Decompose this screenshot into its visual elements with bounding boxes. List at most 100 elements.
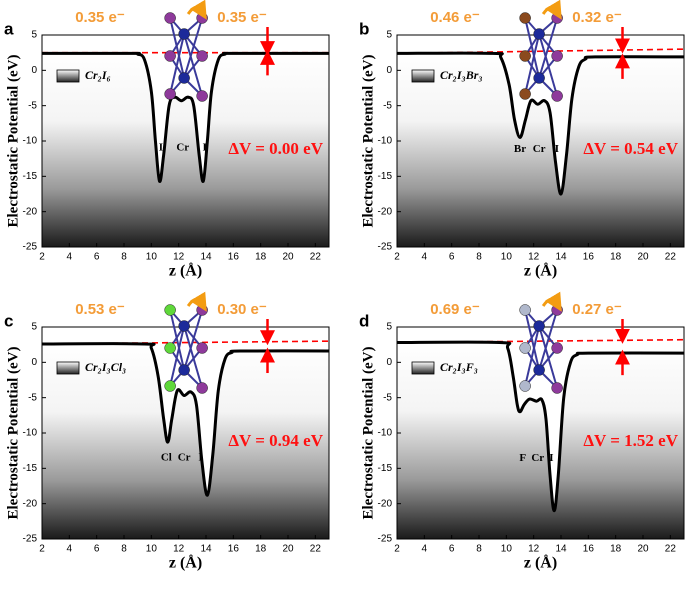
y-axis-label: Electrostatic Potential (eV) <box>360 347 376 520</box>
potential-fill <box>397 53 684 247</box>
charge-transfer-arrow <box>186 0 207 20</box>
delta-v-label: ΔV = 0.00 eV <box>228 139 323 158</box>
bond <box>524 309 541 371</box>
x-tick-label: 8 <box>476 252 482 263</box>
delta-v-label: ΔV = 0.94 eV <box>228 431 323 450</box>
x-tick-label: 4 <box>422 252 428 263</box>
atom-label: I <box>198 451 202 463</box>
atom-label: Cl <box>161 451 172 463</box>
y-axis-label: Electrostatic Potential (eV) <box>5 347 21 520</box>
y-tick-label: -15 <box>23 171 38 182</box>
y-tick-label: -10 <box>378 428 393 439</box>
x-tick-label: 4 <box>422 544 428 555</box>
atom <box>551 50 563 62</box>
potential-line <box>41 51 330 183</box>
x-tick-label: 6 <box>94 252 100 263</box>
x-tick-label: 16 <box>583 544 595 555</box>
vacuum-reference-line <box>396 48 685 55</box>
x-axis-label: z (Å) <box>169 262 202 280</box>
bond <box>183 33 204 97</box>
atom <box>196 382 208 394</box>
y-tick-label: -25 <box>23 534 38 545</box>
atom <box>178 364 190 376</box>
y-tick-label: 0 <box>386 65 392 76</box>
atom-label: I <box>555 143 559 155</box>
y-tick-label: 5 <box>31 30 37 41</box>
atom <box>196 90 208 102</box>
y-tick-label: -25 <box>378 534 393 545</box>
x-tick-label: 14 <box>200 544 212 555</box>
atom <box>551 304 563 316</box>
bond <box>169 33 186 95</box>
x-tick-label: 6 <box>449 252 455 263</box>
y-tick-label: -5 <box>383 392 392 403</box>
x-tick-label: 12 <box>173 252 185 263</box>
charge-label: 0.32 e⁻ <box>572 9 622 26</box>
bond <box>169 17 186 79</box>
x-tick-label: 4 <box>67 252 73 263</box>
atom <box>551 90 563 102</box>
x-axis-label: z (Å) <box>169 554 202 572</box>
potential-fill <box>42 343 329 539</box>
x-tick-label: 6 <box>449 544 455 555</box>
x-tick-label: 14 <box>555 252 567 263</box>
atom <box>164 342 176 354</box>
delta-v-label: ΔV = 1.52 eV <box>583 431 678 450</box>
x-axis-label: z (Å) <box>524 554 557 572</box>
y-tick-label: -10 <box>23 428 38 439</box>
legend-swatch <box>411 361 435 375</box>
y-axis-label: Electrostatic Potential (eV) <box>360 55 376 228</box>
panel: -25 -20 -15 -10 -5 0 5 2 4 6 8 10 12 14 16 18 20 22 z (Å) E… <box>359 0 685 280</box>
x-tick-label: 20 <box>637 544 649 555</box>
atom <box>533 364 545 376</box>
atom <box>196 12 208 24</box>
x-tick-label: 20 <box>282 544 294 555</box>
atom-label: Cr <box>531 452 544 464</box>
atom <box>551 382 563 394</box>
atom-label: F <box>519 452 526 464</box>
y-tick-label: -20 <box>23 498 38 509</box>
x-tick-label: 14 <box>200 252 212 263</box>
bond <box>169 325 186 387</box>
atom <box>196 304 208 316</box>
atom <box>519 88 531 100</box>
x-tick-label: 18 <box>255 544 267 555</box>
y-tick-label: -20 <box>378 206 393 217</box>
y-tick-label: 5 <box>386 30 392 41</box>
x-tick-label: 10 <box>146 252 158 263</box>
x-tick-label: 4 <box>67 544 73 555</box>
y-tick-label: -25 <box>378 242 393 253</box>
y-tick-label: -5 <box>28 392 37 403</box>
atom-label: Cr <box>178 451 191 463</box>
y-tick-label: -25 <box>23 242 38 253</box>
bond <box>538 309 559 371</box>
vacuum-reference-line <box>41 340 330 345</box>
atom-label: I <box>202 142 206 154</box>
legend-label: Cr₂I₃Cl₃ <box>85 360 126 374</box>
y-tick-label: -10 <box>23 136 38 147</box>
x-tick-label: 12 <box>528 544 540 555</box>
panel-label: d <box>359 311 369 330</box>
x-tick-label: 12 <box>528 252 540 263</box>
y-axis-label: Electrostatic Potential (eV) <box>5 55 21 228</box>
potential-fill <box>397 342 684 539</box>
atom <box>164 88 176 100</box>
atom <box>196 50 208 62</box>
atom <box>196 342 208 354</box>
x-tick-label: 10 <box>146 544 158 555</box>
x-tick-label: 18 <box>610 252 622 263</box>
atom <box>519 304 531 316</box>
x-tick-label: 22 <box>665 544 677 555</box>
charge-transfer-arrow <box>541 291 562 312</box>
atom-label: I <box>549 452 553 464</box>
delta-v-label: ΔV = 0.54 eV <box>583 139 678 158</box>
legend-label: Cr₂I₃Br₃ <box>440 68 483 82</box>
x-axis-label: z (Å) <box>524 262 557 280</box>
x-tick-label: 22 <box>310 544 322 555</box>
x-tick-label: 12 <box>173 544 185 555</box>
atom <box>551 342 563 354</box>
y-tick-label: -20 <box>23 206 38 217</box>
legend-swatch <box>411 69 435 83</box>
atom <box>178 28 190 40</box>
